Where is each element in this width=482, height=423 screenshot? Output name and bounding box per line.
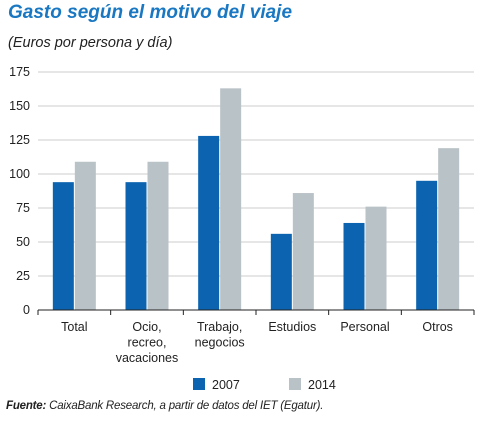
y-tick-label: 175 bbox=[9, 65, 30, 79]
bar-2007 bbox=[198, 135, 220, 310]
bar-2014 bbox=[292, 193, 314, 310]
bar-2014 bbox=[74, 161, 96, 310]
legend-swatch-2007 bbox=[193, 378, 205, 390]
bar-chart: 0 25 50 75 100 125 150 175 Total Ocio, recreo,vaca… bbox=[9, 65, 475, 392]
y-tick-label: 0 bbox=[23, 303, 30, 317]
x-tick-label: vacaciones bbox=[116, 351, 179, 365]
y-tick-label: 25 bbox=[16, 269, 30, 283]
x-tick-label: Otros bbox=[422, 320, 453, 334]
bar-2014 bbox=[365, 206, 387, 310]
legend-label-2007: 2007 bbox=[212, 378, 240, 392]
y-tick-label: 150 bbox=[9, 99, 30, 113]
bar-2007 bbox=[270, 233, 292, 310]
bar-2007 bbox=[125, 182, 147, 310]
axes: 0 25 50 75 100 125 150 175 Total Ocio, recreo,vaca… bbox=[9, 65, 475, 365]
bar-2014 bbox=[438, 148, 460, 310]
x-tick-label: Personal bbox=[340, 320, 389, 334]
x-tick-label: Estudios bbox=[268, 320, 316, 334]
bar-2007 bbox=[343, 222, 365, 310]
gridlines bbox=[38, 71, 474, 277]
y-tick-label: 125 bbox=[9, 133, 30, 147]
bar-2007 bbox=[416, 180, 438, 310]
x-tick-label: Ocio, bbox=[132, 320, 161, 334]
chart-subtitle: (Euros por persona y día) bbox=[8, 35, 173, 51]
x-tick-label: negocios bbox=[195, 336, 245, 350]
y-tick-label: 75 bbox=[16, 201, 30, 215]
bar-2014 bbox=[220, 88, 242, 310]
legend-swatch-2014 bbox=[289, 378, 301, 390]
x-tick-label: Total bbox=[61, 320, 87, 334]
bar-2007 bbox=[52, 182, 74, 310]
source-note: Fuente: CaixaBank Research, a partir de … bbox=[6, 400, 323, 412]
bar-2014 bbox=[147, 161, 169, 310]
x-tick-label: Trabajo, bbox=[197, 320, 242, 334]
legend-label-2014: 2014 bbox=[308, 378, 336, 392]
bars bbox=[52, 88, 460, 310]
source-text: CaixaBank Research, a partir de datos de… bbox=[46, 400, 324, 412]
source-label: Fuente: bbox=[6, 400, 47, 412]
x-tick-label: recreo, bbox=[128, 336, 167, 350]
y-tick-label: 50 bbox=[16, 235, 30, 249]
legend: 2007 2014 bbox=[193, 378, 336, 392]
chart-title: Gasto según el motivo del viaje bbox=[8, 2, 293, 23]
y-tick-label: 100 bbox=[9, 167, 30, 181]
